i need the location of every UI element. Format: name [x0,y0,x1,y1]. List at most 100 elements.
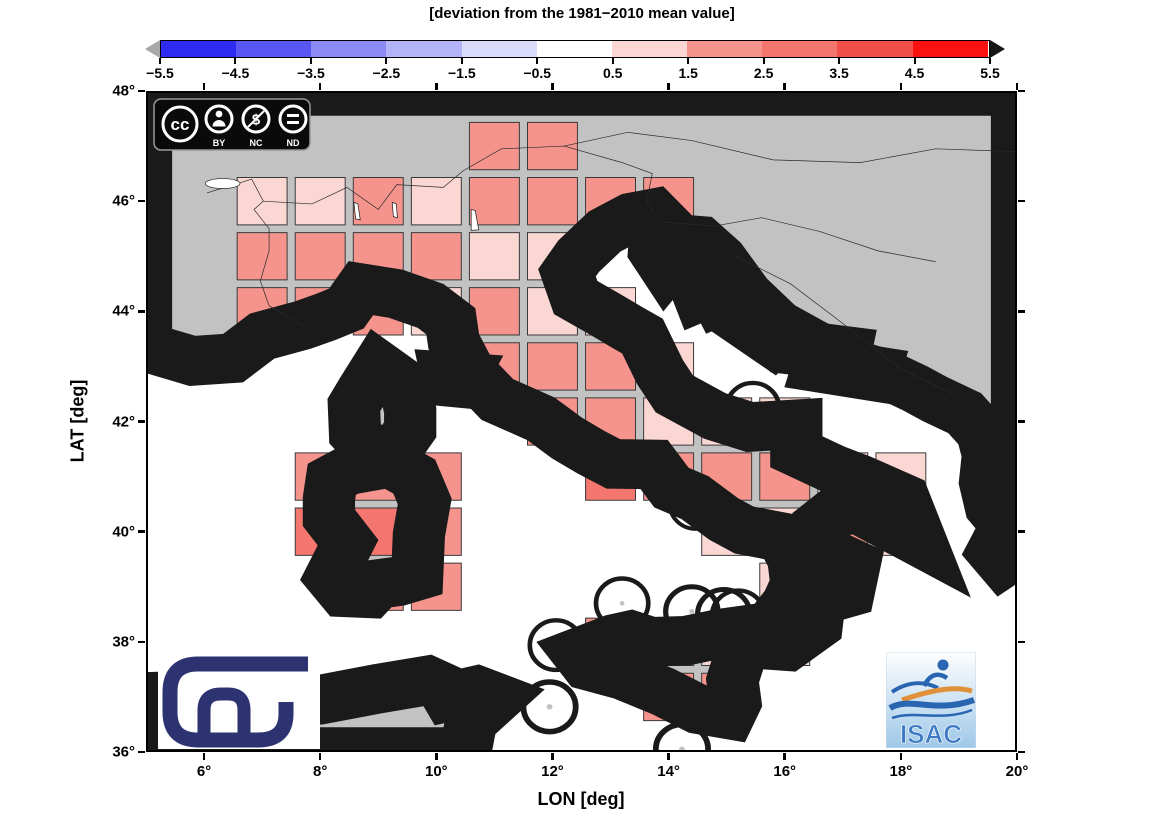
colorbar-segment [461,41,538,57]
axis-tick [138,310,145,313]
isac-wordmark: ISAC [900,719,962,748]
colorbar-tick-label: −4.5 [221,65,250,81]
colorbar-tick-label: 0.5 [602,65,623,81]
colorbar-tick [309,58,312,64]
grid-cell [469,177,519,224]
axis-tick [783,83,786,90]
colorbar-segment [837,41,914,57]
colorbar-segment [311,41,387,57]
colorbar-tick-label: −2.5 [372,65,401,81]
axis-tick [1018,420,1025,423]
y-tick-label: 48° [112,82,135,100]
colorbar-tick [460,58,463,64]
axis-tick [551,753,554,760]
y-tick-label: 40° [112,523,135,541]
colorbar-tick-label: −3.5 [297,65,325,81]
colorbar-tick-label: −0.5 [523,65,552,81]
grid-cell [411,233,461,280]
grid-cell [237,233,287,280]
axis-tick [551,83,554,90]
colorbar-tick [838,58,841,64]
svg-text:cc: cc [171,115,190,134]
x-tick-label: 14° [657,763,680,780]
grid-cell [527,122,577,169]
figure-title: [deviation from the 1981−2010 mean value… [429,5,735,22]
axis-tick [1018,750,1025,754]
colorbar-tick-label: −1.5 [447,65,476,81]
y-tick-label: 42° [112,413,135,430]
lakes [205,179,478,231]
axis-tick [318,753,322,760]
cc-icon [161,105,199,143]
country-borders [207,132,1017,394]
colorbar-tick [159,58,161,64]
colorbar-tick-label: 1.5 [678,65,698,81]
axis-tick [1018,199,1025,203]
axis-tick [138,530,145,533]
axis-tick [667,753,670,760]
colorbar-segment [687,41,763,57]
cc-by-icon [204,104,234,134]
svg-text:BY: BY [213,138,226,148]
axis-tick [138,750,145,754]
grid-cell [527,177,577,224]
axis-tick [318,83,322,90]
x-tick-label: 8° [313,763,328,780]
colorbar-segment [611,41,688,57]
grid-cell [353,177,403,224]
axis-tick [899,753,903,760]
colorbar-under-arrow [145,39,160,58]
isac-figure-head [937,659,949,671]
colorbar-tick [687,58,690,64]
axis-tick [138,420,145,423]
colorbar-tick [913,58,916,64]
grid-cell [411,177,461,224]
colorbar-tick [536,58,539,64]
axis-tick [1015,753,1019,760]
colorbar-segment [912,41,989,57]
x-tick-label: 20° [1005,763,1029,780]
colorbar-tick-label: −5.5 [146,65,174,81]
colorbar-segment [236,41,312,57]
colorbar-segment [161,41,237,57]
colorbar-tick [989,58,991,64]
colorbar-tick [762,58,765,64]
y-tick-label: 46° [112,192,135,210]
x-axis-title: LON [deg] [537,789,625,809]
isac-logo: ISAC [886,652,976,748]
axis-tick [138,89,145,93]
colorbar-tick [385,58,388,64]
colorbar-tick-label: 4.5 [904,65,925,81]
axis-tick [667,83,670,90]
grid-cell [527,343,577,390]
grid-cell [295,177,345,224]
cc-license-badge: cc $ BY NC ND [153,98,311,151]
grid-cell [295,233,345,280]
axis-tick [1018,310,1025,313]
axis-tick [1018,530,1025,533]
colorbar-tick [611,58,614,64]
x-tick-label: 12° [541,763,564,780]
colorbar-segment [536,41,613,57]
x-tick-label: 6° [196,763,212,780]
axis-tick [138,199,145,203]
axis-tick [1015,83,1019,90]
isac-orange-swoosh [901,686,973,703]
colorbar-tick-label: 2.5 [753,65,774,81]
y-tick-label: 36° [112,743,135,761]
colorbar-bar [160,40,990,58]
axis-tick [1018,89,1025,93]
grid-cell [469,233,519,280]
cc-nc-icon [241,104,271,134]
axis-tick [435,753,438,760]
colorbar-segment [762,41,838,57]
y-tick-label: 38° [112,633,135,651]
x-tick-label: 18° [889,763,913,780]
x-tick-label: 10° [424,763,448,780]
cnr-logo [158,652,320,749]
cc-nd-icon [278,104,308,134]
axis-tick [202,83,206,90]
x-tick-label: 16° [773,763,797,780]
svg-text:ND: ND [287,138,300,148]
